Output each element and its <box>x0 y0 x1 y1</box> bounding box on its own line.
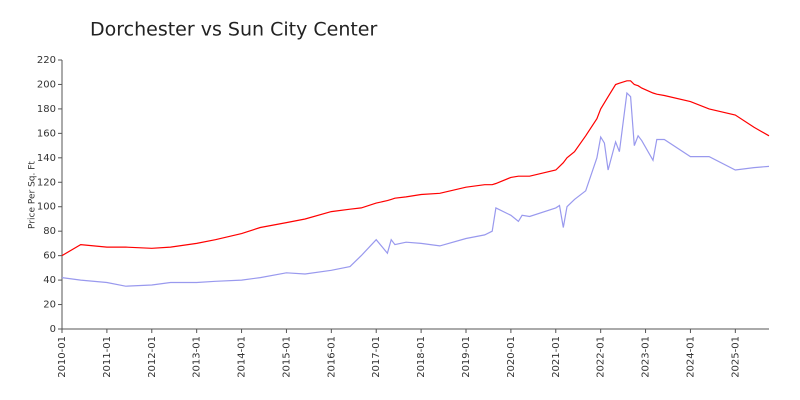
y-axis-label: Price Per Sq. Ft <box>28 161 38 229</box>
x-tick-label: 2022-01 <box>596 336 607 378</box>
y-tick-label: 80 <box>43 226 56 237</box>
x-tick-label: 2016-01 <box>326 336 337 378</box>
x-tick-label: 2019-01 <box>461 336 472 378</box>
x-tick-label: 2025-01 <box>730 336 741 378</box>
y-tick-label: 20 <box>43 300 56 311</box>
x-tick-label: 2010-01 <box>57 336 68 378</box>
series-line <box>61 80 770 257</box>
y-tick-label: 40 <box>43 275 56 286</box>
x-tick-label: 2015-01 <box>281 336 292 378</box>
y-tick-label: 180 <box>37 104 56 115</box>
x-tick-label: 2011-01 <box>102 336 113 378</box>
x-tick-label: 2020-01 <box>506 336 517 378</box>
x-tick-label: 2014-01 <box>237 336 248 378</box>
y-tick-label: 0 <box>50 324 56 335</box>
y-tick-label: 60 <box>43 251 56 262</box>
y-tick-label: 100 <box>37 202 56 213</box>
chart-title: Dorchester vs Sun City Center <box>90 19 377 41</box>
x-tick-label: 2017-01 <box>371 336 382 378</box>
y-tick-label: 200 <box>37 79 56 90</box>
series-line <box>61 91 770 287</box>
y-tick-label: 160 <box>37 128 56 139</box>
x-tick-label: 2012-01 <box>147 336 158 378</box>
x-tick-label: 2023-01 <box>641 336 652 378</box>
y-tick-label: 220 <box>37 55 56 66</box>
x-tick-label: 2021-01 <box>551 336 562 378</box>
x-tick-label: 2018-01 <box>416 336 427 378</box>
x-tick-label: 2013-01 <box>192 336 203 378</box>
x-tick-label: 2024-01 <box>685 336 696 378</box>
y-tick-label: 120 <box>37 177 56 188</box>
y-tick-label: 140 <box>37 153 56 164</box>
